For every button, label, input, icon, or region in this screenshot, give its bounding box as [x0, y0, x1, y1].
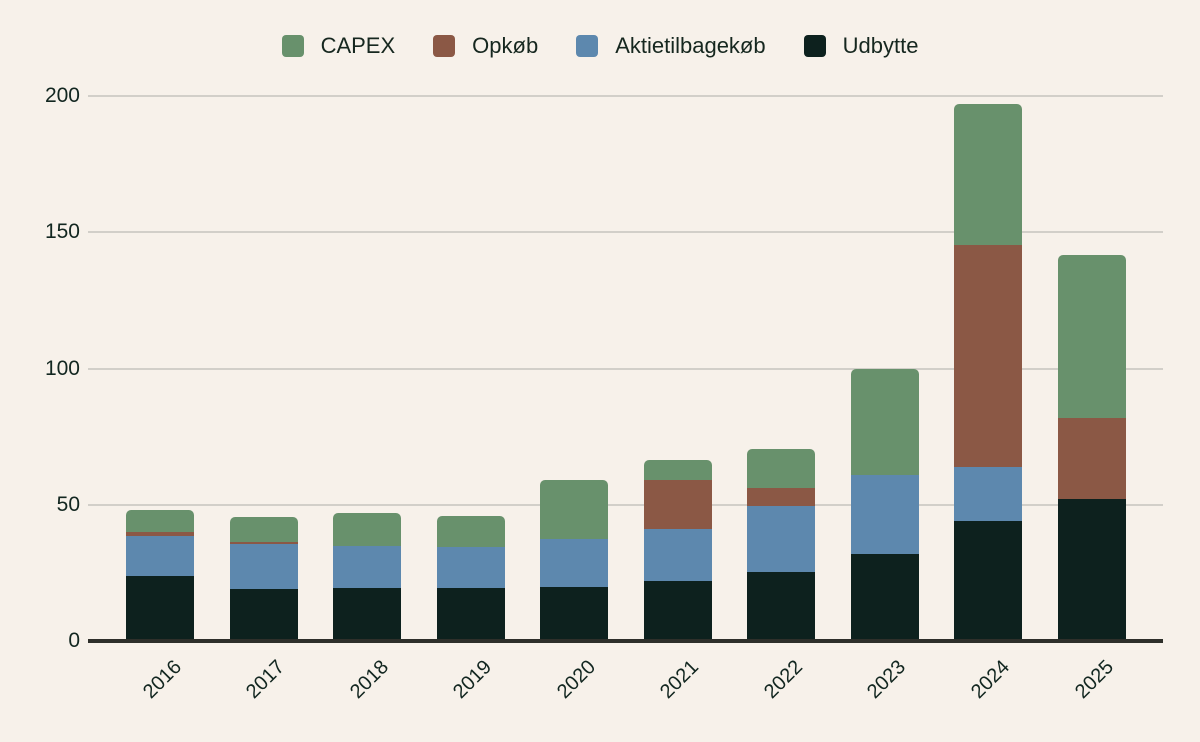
aktietilbagekob-swatch-icon — [576, 35, 599, 57]
y-axis-tick-label: 50 — [56, 492, 80, 516]
bar-segment-udbytte-2020[interactable] — [540, 586, 609, 641]
bar-segment-capex-2022[interactable] — [747, 448, 816, 489]
bar-segment-udbytte-2016[interactable] — [126, 575, 194, 641]
legend-label-aktietilbagekob: Aktietilbagekøb — [615, 33, 766, 58]
bar-segment-udbytte-2019[interactable] — [436, 587, 505, 641]
gridline-150 — [88, 231, 1163, 234]
x-axis-tick-label: 2023 — [863, 656, 911, 704]
capex-swatch-icon — [281, 35, 304, 57]
bar-segment-capex-2021[interactable] — [643, 459, 712, 481]
x-axis-tick-label: 2020 — [552, 656, 600, 704]
bar-segment-capex-2020[interactable] — [540, 480, 609, 539]
legend-item-opkob[interactable]: Opkøb — [433, 34, 538, 58]
gridline-50 — [88, 503, 1163, 506]
bar-segment-aktietilbagekøb-2018[interactable] — [333, 545, 402, 588]
bar-segment-opkøb-2016[interactable] — [126, 532, 194, 537]
bar-segment-udbytte-2017[interactable] — [229, 589, 298, 641]
gridline-100 — [88, 367, 1163, 370]
y-axis-tick-label: 0 — [68, 629, 80, 652]
bar-segment-aktietilbagekøb-2020[interactable] — [540, 538, 609, 587]
bar-segment-opkøb-2025[interactable] — [1058, 417, 1127, 500]
y-axis-tick-label: 100 — [44, 356, 80, 380]
x-axis-tick-label: 2024 — [967, 656, 1015, 704]
bar-segment-aktietilbagekøb-2021[interactable] — [643, 529, 712, 582]
legend-item-capex[interactable]: CAPEX — [281, 33, 396, 58]
bar-segment-aktietilbagekøb-2016[interactable] — [126, 536, 194, 576]
bar-segment-aktietilbagekøb-2017[interactable] — [229, 544, 298, 590]
opkob-swatch-icon — [433, 35, 456, 57]
legend-label-capex: CAPEX — [320, 33, 396, 58]
x-axis-tick-label: 2019 — [449, 656, 497, 704]
bar-segment-aktietilbagekøb-2022[interactable] — [747, 506, 816, 572]
bar-segment-opkøb-2022[interactable] — [747, 488, 816, 507]
x-axis-tick-label: 2017 — [242, 656, 290, 704]
legend-item-udbytte[interactable]: Udbytte — [803, 33, 919, 58]
gridline-200 — [88, 95, 1163, 97]
bar-segment-opkøb-2021[interactable] — [643, 480, 712, 530]
bar-segment-opkøb-2024[interactable] — [954, 244, 1023, 467]
udbytte-swatch-icon — [803, 35, 826, 57]
y-axis-tick-label: 150 — [44, 220, 80, 244]
bar-segment-udbytte-2023[interactable] — [850, 553, 919, 641]
bar-segment-capex-2024[interactable] — [954, 104, 1023, 245]
bar-segment-capex-2023[interactable] — [850, 368, 919, 475]
bar-segment-udbytte-2021[interactable] — [643, 581, 712, 641]
bar-segment-capex-2017[interactable] — [229, 517, 298, 542]
bar-segment-udbytte-2025[interactable] — [1058, 499, 1127, 641]
bar-segment-opkøb-2017[interactable] — [229, 541, 298, 545]
legend-label-opkob: Opkøb — [472, 33, 539, 58]
bar-segment-capex-2018[interactable] — [333, 512, 402, 546]
x-axis-tick-label: 2025 — [1070, 656, 1118, 704]
bar-segment-capex-2016[interactable] — [126, 510, 194, 532]
chart-legend: CAPEX Opkøb Aktietilbagekøb Udbytte — [0, 33, 1200, 59]
bar-segment-aktietilbagekøb-2024[interactable] — [954, 466, 1023, 522]
bar-segment-aktietilbagekøb-2023[interactable] — [850, 474, 919, 554]
legend-label-udbytte: Udbytte — [842, 33, 919, 58]
bar-segment-capex-2025[interactable] — [1058, 255, 1127, 418]
bar-segment-aktietilbagekøb-2019[interactable] — [436, 546, 505, 588]
bar-segment-udbytte-2024[interactable] — [954, 521, 1023, 641]
x-axis-line — [88, 638, 1163, 643]
x-axis-tick-label: 2016 — [138, 656, 186, 704]
bar-segment-capex-2019[interactable] — [436, 515, 505, 547]
bar-segment-udbytte-2018[interactable] — [333, 587, 402, 641]
bar-segment-udbytte-2022[interactable] — [747, 571, 816, 641]
y-axis-tick-label: 200 — [44, 84, 80, 107]
legend-item-aktietilbagekob[interactable]: Aktietilbagekøb — [576, 33, 766, 58]
x-axis-tick-label: 2021 — [656, 656, 704, 704]
x-axis-tick-label: 2018 — [345, 656, 393, 704]
x-axis-tick-label: 2022 — [759, 656, 807, 704]
